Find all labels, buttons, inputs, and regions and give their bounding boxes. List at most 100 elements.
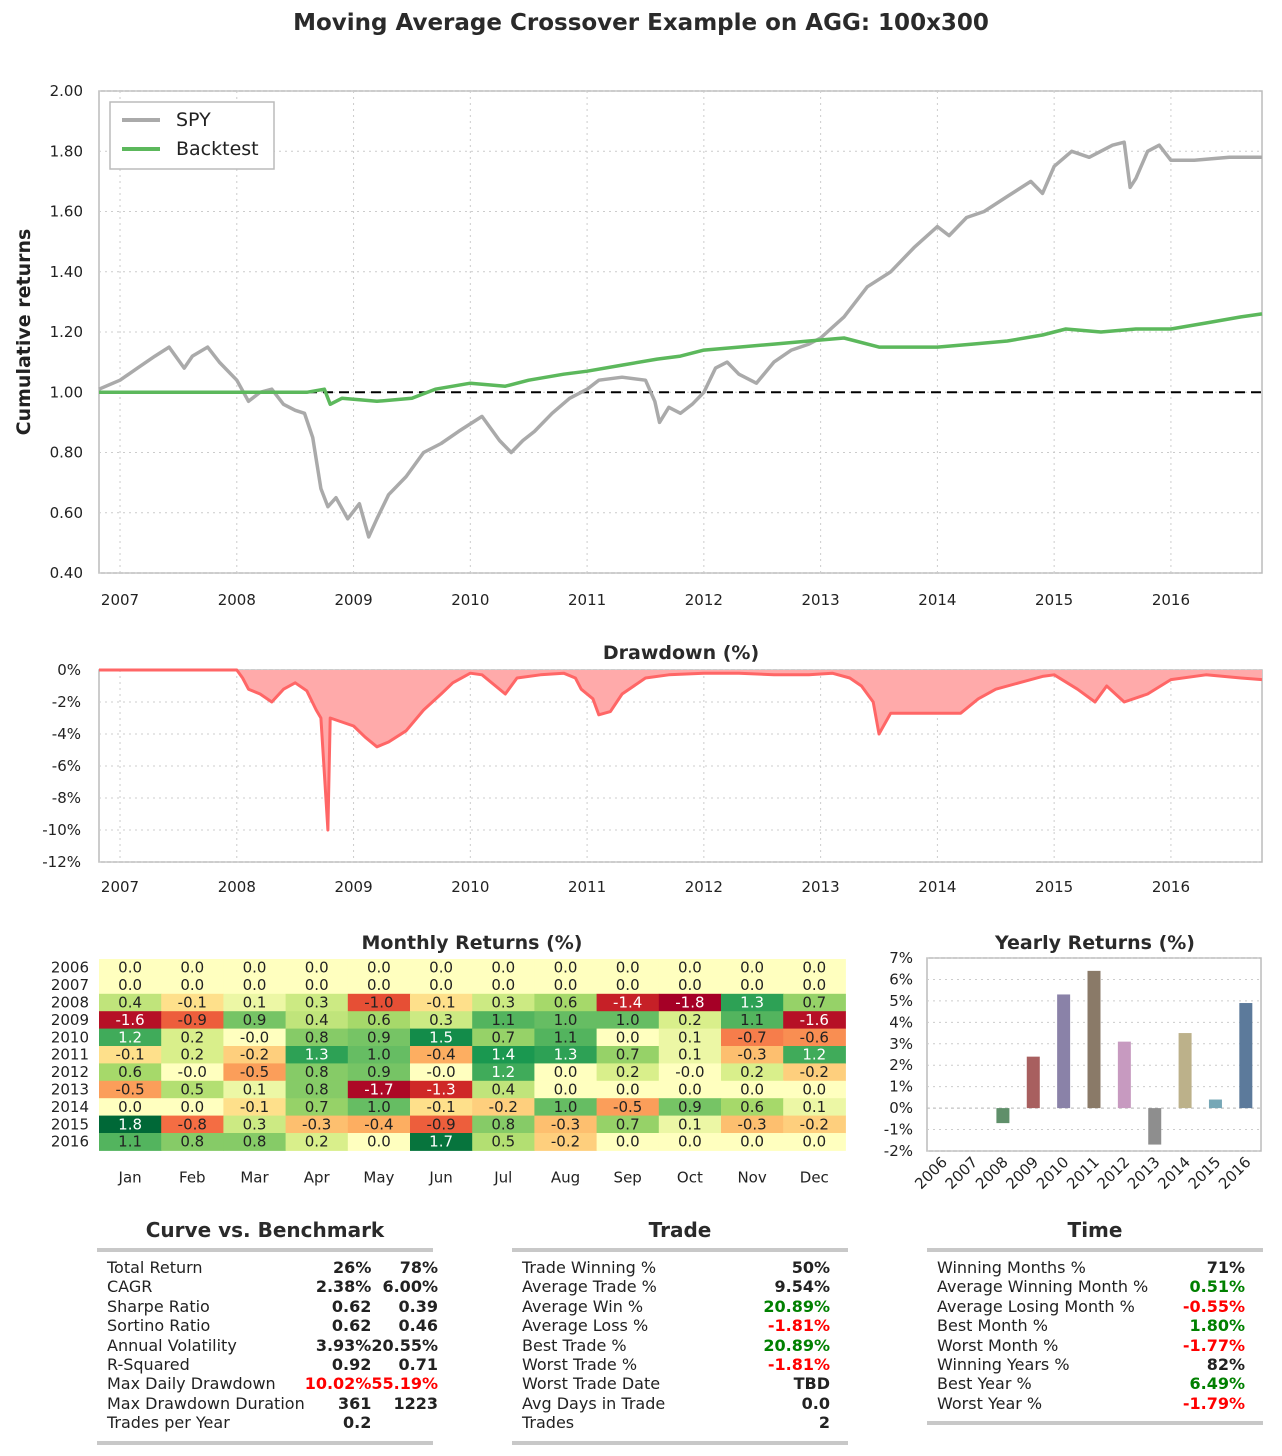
heatmap-cell (285, 1080, 349, 1099)
heatmap-value: 0.0 (554, 1081, 578, 1099)
heatmap-cell (596, 1098, 660, 1117)
heatmap-value: 0.2 (678, 1011, 702, 1029)
stat-label: Sortino Ratio (107, 1316, 211, 1336)
drawdown-line (99, 668, 1263, 832)
heatmap-value: 0.0 (367, 976, 391, 994)
heatmap-cell (721, 993, 784, 1012)
heatmap-cell (721, 1080, 784, 1099)
heatmap-value: 0.0 (740, 1081, 764, 1099)
stat-label: Best Trade % (522, 1335, 627, 1355)
divider (97, 1440, 433, 1445)
heatmap-cell (721, 1011, 784, 1030)
heatmap-cell (658, 976, 722, 995)
heatmap-value: 1.0 (554, 1098, 578, 1116)
heatmap-value: 0.4 (118, 994, 142, 1012)
heatmap-cell (721, 959, 784, 977)
series-line-spy (98, 140, 1262, 539)
heatmap-value: 0.0 (118, 976, 142, 994)
heatmap-cell (161, 993, 224, 1012)
stat-value: 6.49% (1189, 1374, 1245, 1394)
heatmap-value: 0.2 (740, 1063, 764, 1081)
heatmap-value: 1.1 (491, 1011, 515, 1029)
heatmap-value: 0.9 (678, 1098, 702, 1116)
heatmap-cell (285, 959, 349, 977)
heatmap-cell (161, 1063, 224, 1082)
heatmap-value: 0.6 (740, 1098, 764, 1116)
heatmap-cell (783, 1063, 846, 1082)
stat-value: -1.81% (767, 1316, 830, 1336)
row-label: 2014 (51, 1098, 89, 1116)
x-tick-label: 2009 (1002, 1153, 1042, 1193)
stat-value-benchmark: 55.19% (371, 1374, 438, 1394)
y-tick-label: 6% (889, 970, 913, 988)
drawdown-title: Drawdown (%) (603, 642, 759, 664)
y-axis-label: Cumulative returns (13, 229, 35, 436)
bar-2011 (1087, 970, 1101, 1109)
heatmap-value: -0.2 (800, 1115, 829, 1133)
stats-row: Max Drawdown Duration 361 1223 (97, 1394, 448, 1413)
heatmap-cell (783, 959, 846, 977)
y-tick-label: -2% (52, 693, 81, 711)
heatmap-cell (347, 1115, 411, 1134)
stat-label: Sharpe Ratio (107, 1296, 210, 1316)
heatmap-value: 1.3 (305, 1046, 329, 1064)
heatmap-value: -0.3 (551, 1115, 580, 1133)
bar-2014 (1178, 1033, 1192, 1109)
heatmap-cell (410, 959, 473, 977)
heatmap-value: 1.2 (802, 1046, 826, 1064)
heatmap-value: -0.3 (737, 1046, 766, 1064)
y-tick-label: -1% (884, 1121, 913, 1139)
heatmap-value: 0.9 (367, 1063, 391, 1081)
heatmap-cell (596, 1046, 660, 1064)
series-line-backtest (99, 312, 1263, 407)
heatmap-value: -0.5 (115, 1081, 144, 1099)
x-tick-label: 2006 (911, 1153, 951, 1193)
stats-row: Sortino Ratio 0.62 0.46 (97, 1316, 448, 1335)
stat-label: Average Win % (522, 1296, 644, 1316)
stat-label: Average Losing Month % (937, 1296, 1135, 1316)
x-tick-label: 2016 (1152, 878, 1190, 896)
x-tick-label: 2013 (1124, 1153, 1164, 1193)
stat-value-benchmark (371, 1413, 448, 1432)
heatmap-value: 0.7 (616, 1046, 640, 1064)
heatmap-cell (347, 1011, 411, 1030)
stats-row: Avg Days in Trade 0.0 (512, 1394, 848, 1413)
y-tick-label: -10% (42, 821, 81, 839)
bar-2016 (1239, 1003, 1253, 1109)
heatmap-cell (472, 1115, 535, 1134)
heatmap-cell (783, 1011, 846, 1030)
x-tick-label: 2012 (1093, 1153, 1133, 1193)
heatmap-cell (285, 1063, 349, 1082)
heatmap-value: -0.0 (240, 1028, 269, 1046)
heatmap-value: -0.6 (800, 1028, 829, 1046)
heatmap-value: 0.0 (554, 976, 578, 994)
stat-label: Max Daily Drawdown (107, 1374, 276, 1394)
heatmap-value: 0.0 (740, 1133, 764, 1151)
x-tick-label: 2008 (218, 878, 256, 896)
stat-label: Best Year % (937, 1374, 1032, 1394)
stats-row: Winning Months % 71% (927, 1258, 1263, 1277)
divider (512, 1248, 848, 1252)
stats-row: Total Return 26% 78% (97, 1258, 448, 1277)
heatmap-value: -1.0 (364, 994, 393, 1012)
stat-label: Annual Volatility (107, 1335, 237, 1355)
y-tick-label: -4% (52, 725, 81, 743)
heatmap-value: 1.3 (740, 994, 764, 1012)
y-tick-label: 5% (889, 992, 913, 1010)
stat-label: Trades (522, 1413, 575, 1433)
bar-2010 (1057, 994, 1071, 1109)
heatmap-value: 0.5 (180, 1081, 204, 1099)
heatmap-cell (223, 1028, 287, 1047)
stat-label: Avg Days in Trade (522, 1393, 666, 1413)
stats-row: Average Trade % 9.54% (512, 1277, 848, 1296)
heatmap-value: -0.9 (178, 1011, 207, 1029)
heatmap-value: 0.0 (367, 959, 391, 977)
heatmap-cell (223, 1011, 287, 1030)
heatmap-value: 0.8 (305, 1081, 329, 1099)
heatmap-value: 0.8 (243, 1133, 267, 1151)
x-tick-label: 2012 (685, 878, 723, 896)
heatmap-value: -1.4 (613, 994, 642, 1012)
heatmap-cell (472, 1011, 535, 1030)
heatmap-value: 0.0 (616, 1028, 640, 1046)
heatmap-value: -0.4 (364, 1115, 393, 1133)
